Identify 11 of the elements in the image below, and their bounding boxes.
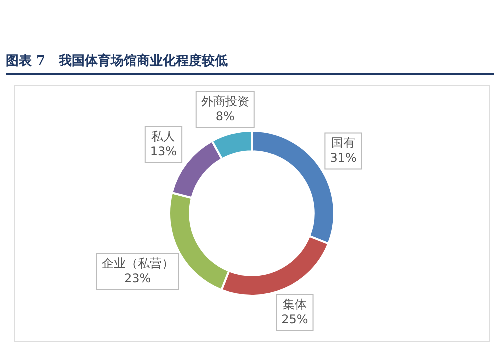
slice-label: 集体 — [282, 297, 307, 312]
data-label: 31% — [330, 150, 357, 165]
slice-label: 企业（私营） — [102, 256, 174, 270]
chart-title: 图表 7 我国体育场馆商业化程度较低 — [6, 52, 494, 75]
data-label: 23% — [124, 271, 152, 286]
slice-label: 私人 — [152, 130, 176, 144]
data-label: 25% — [282, 312, 308, 326]
slice-label: 外商投资 — [201, 94, 250, 108]
data-label: 8% — [216, 109, 235, 124]
slice-label: 国有 — [332, 136, 356, 150]
data-label: 13% — [150, 144, 178, 159]
